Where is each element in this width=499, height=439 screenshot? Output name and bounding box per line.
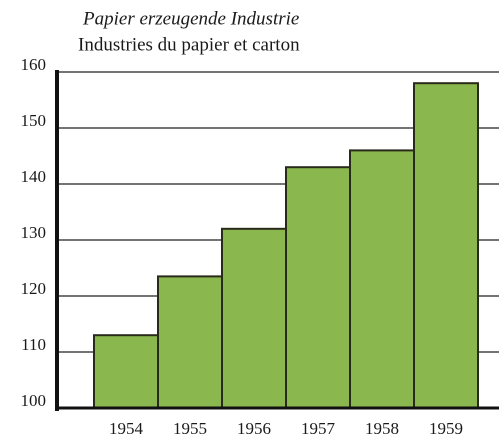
x-tick-label: 1954: [109, 419, 144, 438]
y-tick-label: 150: [21, 111, 47, 130]
y-tick-label: 120: [21, 279, 47, 298]
bar: [413, 82, 479, 409]
x-tick-label: 1958: [365, 419, 399, 438]
y-tick-label: 130: [21, 223, 47, 242]
y-tick-label: 160: [21, 55, 47, 74]
bar: [285, 166, 351, 409]
bar: [349, 149, 415, 409]
bar: [93, 334, 159, 410]
chart-title: Papier erzeugende Industrie: [82, 8, 299, 29]
y-tick-label: 140: [21, 167, 47, 186]
x-tick-label: 1959: [429, 419, 463, 438]
x-tick-label: 1955: [173, 419, 207, 438]
bar: [221, 227, 287, 409]
y-tick-label: 100: [21, 391, 47, 410]
y-tick-label: 110: [21, 335, 46, 354]
x-tick-label: 1956: [237, 419, 271, 438]
x-tick-label: 1957: [301, 419, 336, 438]
chart-subtitle: Industries du papier et carton: [78, 34, 300, 55]
bar: [157, 275, 223, 409]
